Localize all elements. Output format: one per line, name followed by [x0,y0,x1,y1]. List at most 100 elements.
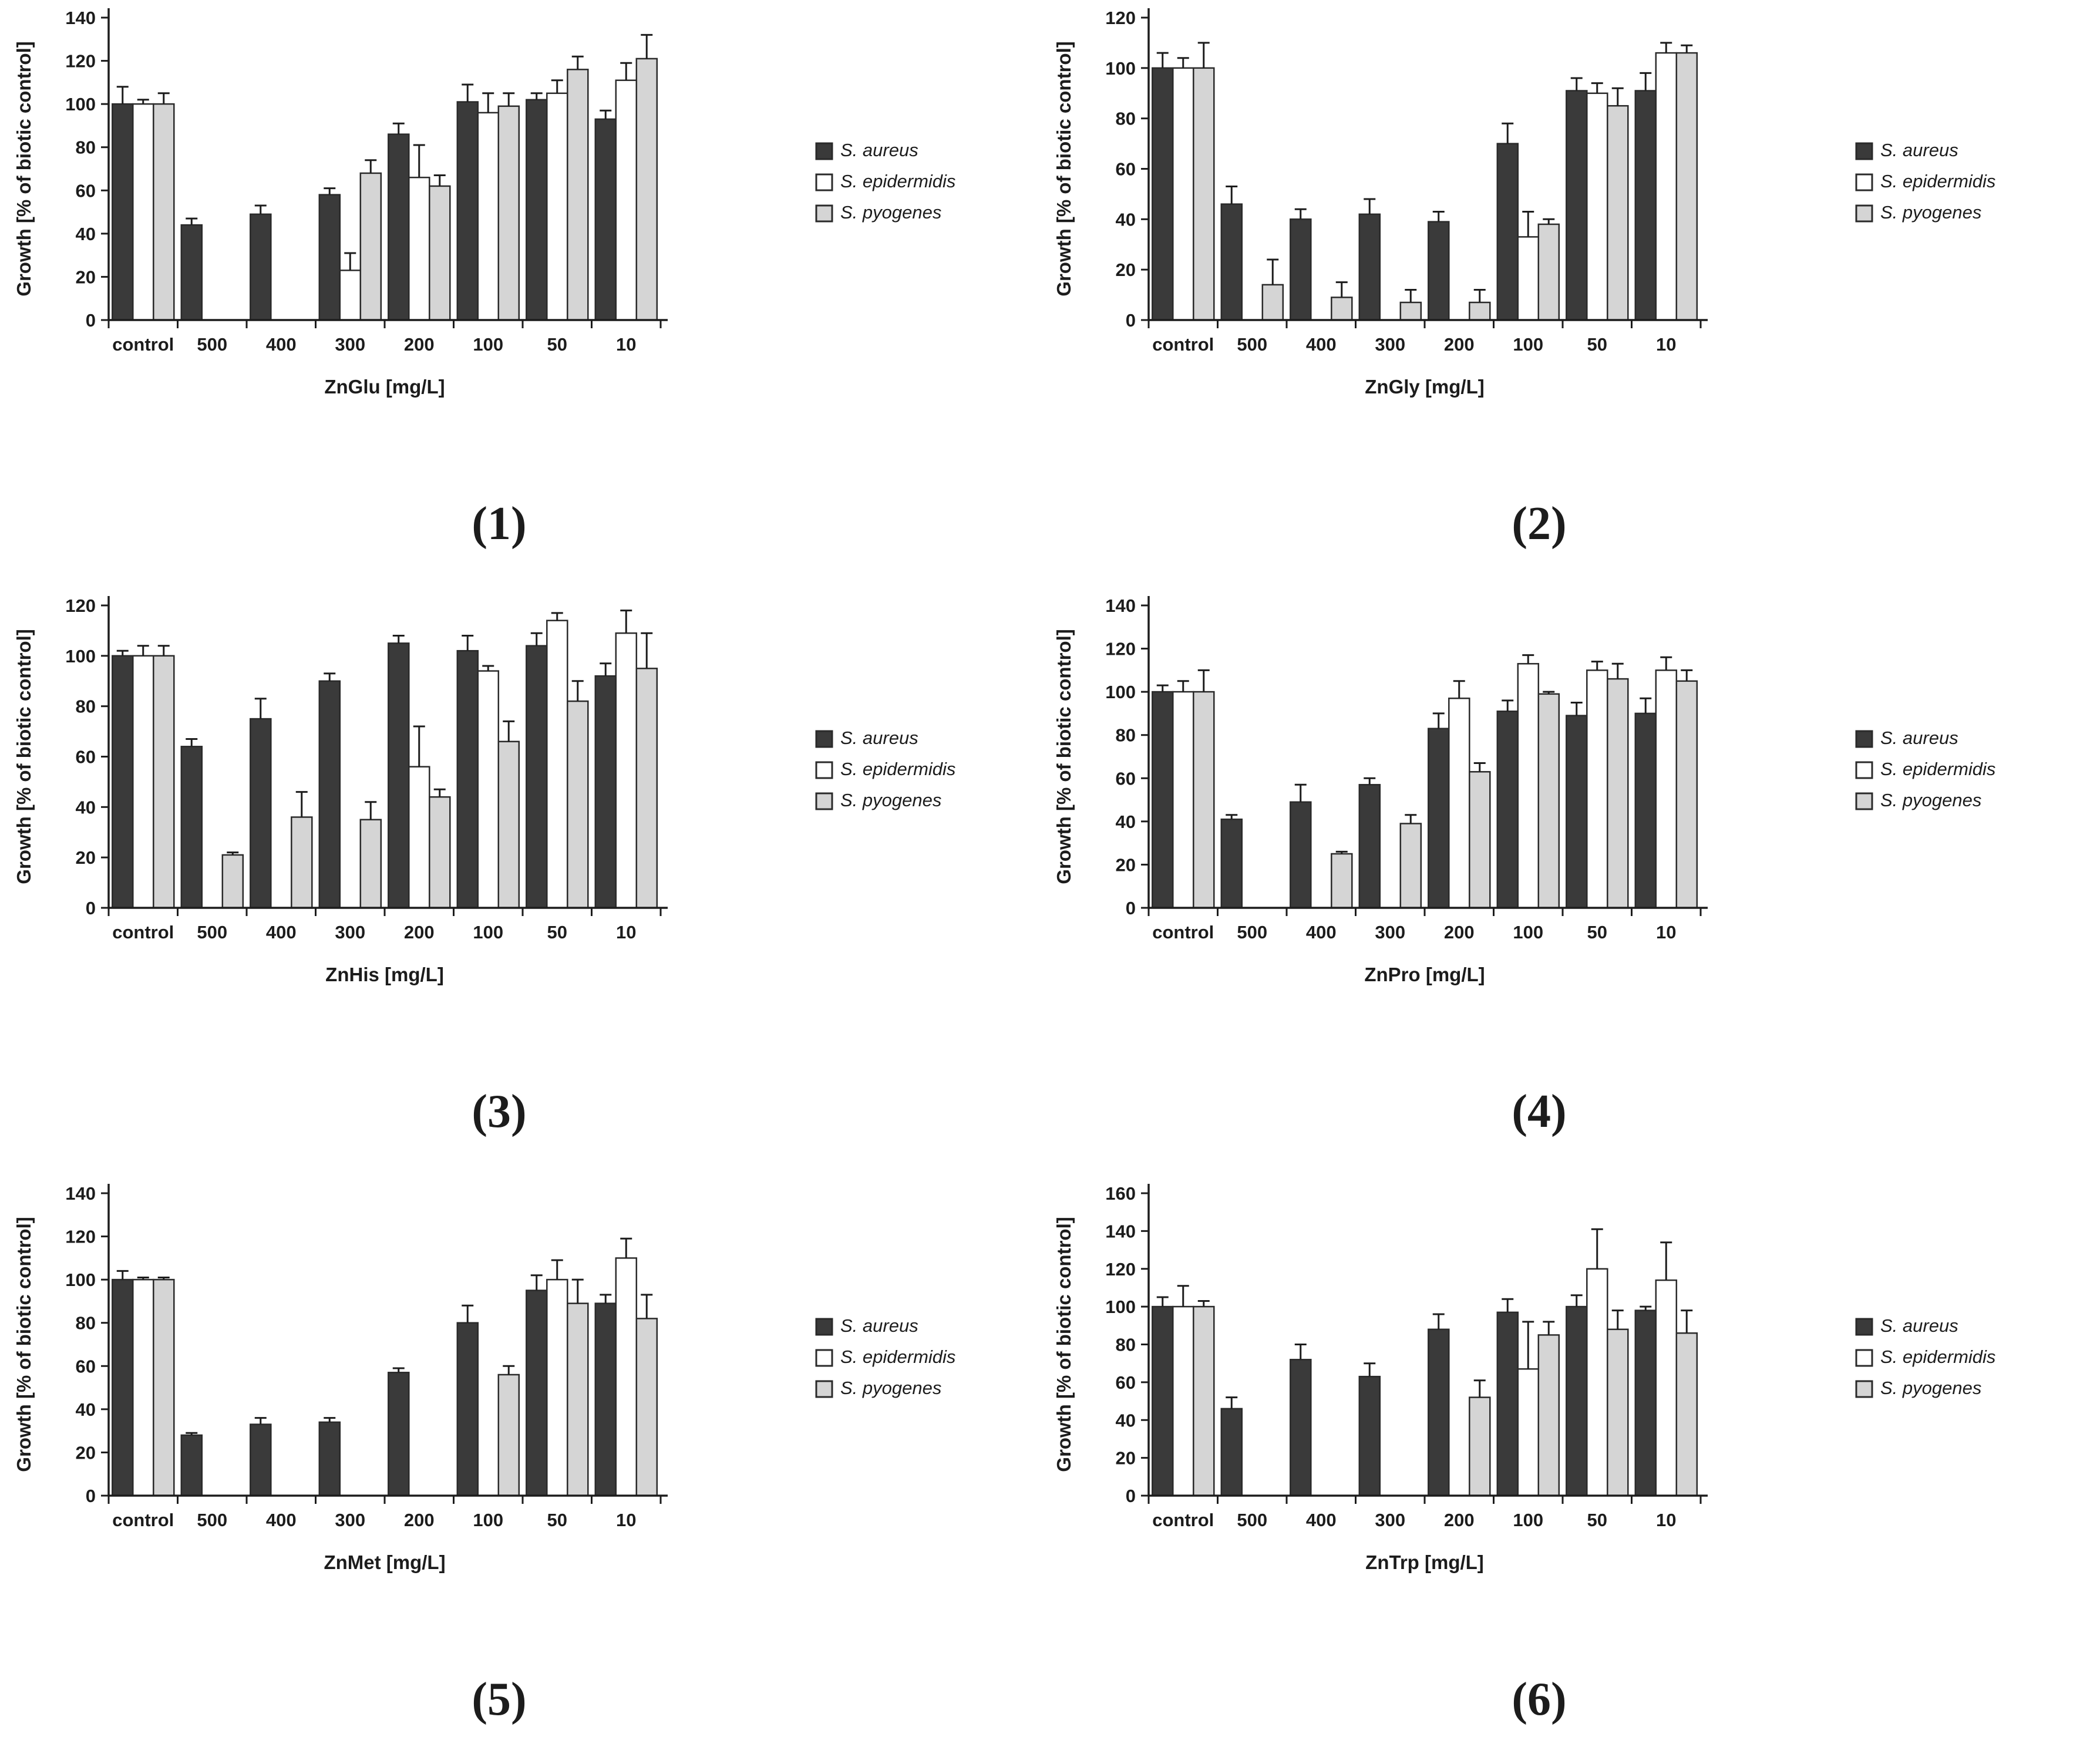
bar-s-aureus-control [112,655,134,909]
y-tick-label: 80 [76,1313,96,1334]
category-label: 200 [404,1510,435,1530]
y-axis-title: Growth [% of biotic control] [13,1217,35,1472]
y-tick-label: 20 [76,267,96,287]
y-tick-label: 40 [1116,209,1136,230]
y-tick-label: 20 [76,1442,96,1463]
y-tick-label: 120 [1105,639,1136,659]
bar-s-aureus-50 [526,99,548,321]
y-tick-label: 140 [1105,1221,1136,1241]
bar-s-epidermidis-control [1172,67,1194,321]
y-tick-label: 40 [76,1399,96,1420]
legend-label: S. pyogenes [840,1378,941,1398]
bar-s-epidermidis-50 [546,92,568,321]
y-axis-title: Growth [% of biotic control] [1053,629,1075,884]
bar-s-pyogenes-200 [1469,301,1491,321]
legend-label: S. aureus [1880,728,1958,748]
legend-swatch-s-pyogenes [815,204,833,223]
bar-s-aureus-control [112,1278,134,1497]
growth-bar-chart-4: 0 20 40 60 80 100 120 140 control 500 400 300 200 100… [1053,595,1995,1137]
bar-s-aureus-control [1152,1305,1174,1497]
bar-s-aureus-10 [1634,1309,1657,1497]
x-axis-title: ZnPro [mg/L] [1364,964,1485,985]
bar-s-aureus-50 [526,1290,548,1497]
bar-s-aureus-50 [526,645,548,909]
y-tick-label: 0 [1126,1486,1136,1506]
legend-label: S. pyogenes [840,202,941,223]
growth-bar-chart-3: 0 20 40 60 80 100 120 control 500 400 300 200 100 50 1… [13,595,955,1137]
y-tick-label: 0 [86,898,96,918]
bar-s-pyogenes-control [1193,67,1215,321]
category-label: 300 [1375,1510,1405,1530]
bar-s-aureus-400 [250,718,272,909]
y-tick-label: 100 [1105,58,1136,79]
legend-label: S. epidermidis [840,171,955,191]
legend-label: S. epidermidis [1880,759,1995,779]
bar-s-pyogenes-control [153,1278,175,1497]
legend-swatch-s-aureus [1855,1318,1873,1336]
legend-label: S. pyogenes [1880,202,1981,223]
bar-s-aureus-10 [1634,712,1657,909]
category-label: 100 [1513,1510,1543,1530]
bar-s-aureus-300 [1358,1375,1381,1497]
bar-s-aureus-300 [318,680,341,909]
legend-swatch-s-epidermidis [815,1349,833,1367]
x-axis-title: ZnMet [mg/L] [324,1551,445,1573]
panel-number: (6) [1512,1674,1566,1725]
x-axis-title: ZnTrp [mg/L] [1365,1551,1484,1573]
legend-label: S. aureus [840,140,918,160]
category-label: 300 [335,922,365,942]
y-tick-label: 20 [76,847,96,868]
bar-s-epidermidis-10 [615,1257,638,1497]
bar-s-aureus-50 [1566,1305,1588,1497]
y-tick-label: 60 [76,180,96,201]
category-label: 400 [1306,334,1337,355]
bar-s-aureus-400 [250,213,272,321]
category-label: 50 [547,1510,567,1530]
category-label: 300 [335,1510,365,1530]
category-label: 300 [1375,334,1405,355]
category-label: 400 [266,1510,297,1530]
category-label: 100 [1513,922,1543,942]
category-label: 100 [473,922,503,942]
category-label: 50 [1587,922,1607,942]
y-tick-label: 160 [1105,1183,1136,1204]
bar-s-aureus-100 [1496,1311,1519,1497]
bar-s-epidermidis-200 [408,766,430,909]
bar-s-pyogenes-50 [1607,105,1629,321]
category-label: 500 [1237,334,1267,355]
bar-s-pyogenes-control [1193,691,1215,909]
legend-swatch-s-epidermidis [1855,1349,1873,1367]
category-label: control [1152,1510,1214,1530]
bar-s-pyogenes-300 [1399,823,1422,909]
panel-number: (4) [1512,1086,1566,1137]
y-tick-label: 140 [1105,595,1136,616]
category-label: control [112,1510,174,1530]
bar-s-aureus-100 [456,1322,479,1497]
bar-s-epidermidis-control [132,103,154,321]
bar-s-aureus-control [1152,691,1174,909]
panel-number: (5) [472,1674,526,1725]
bar-s-pyogenes-100 [497,740,520,909]
panel-number: (1) [472,498,526,550]
bar-s-pyogenes-50 [567,1302,589,1497]
bar-s-aureus-500 [1220,203,1243,321]
bar-s-pyogenes-10 [1675,52,1698,321]
legend-swatch-s-epidermidis [1855,761,1873,779]
bar-s-aureus-100 [1496,143,1519,321]
y-tick-label: 100 [1105,1297,1136,1317]
category-label: 10 [616,1510,636,1530]
panel-4: 0 20 40 60 80 100 120 140 control 500 400 300 200 100… [1040,588,2080,1176]
legend-label: S. epidermidis [1880,171,1995,191]
y-tick-label: 120 [65,51,96,72]
bar-s-pyogenes-10 [635,1318,658,1497]
bar-s-aureus-10 [594,675,617,909]
bar-s-pyogenes-500 [221,854,244,909]
panel-2: 0 20 40 60 80 100 120 control 500 400 300 200 100 50 1… [1040,0,2080,588]
bar-s-pyogenes-10 [635,58,658,321]
legend-label: S. aureus [1880,140,1958,160]
bar-s-pyogenes-100 [1537,1334,1560,1497]
legend-swatch-s-aureus [1855,142,1873,160]
category-label: 50 [547,922,567,942]
category-label: 50 [1587,334,1607,355]
bar-s-pyogenes-300 [359,172,382,321]
